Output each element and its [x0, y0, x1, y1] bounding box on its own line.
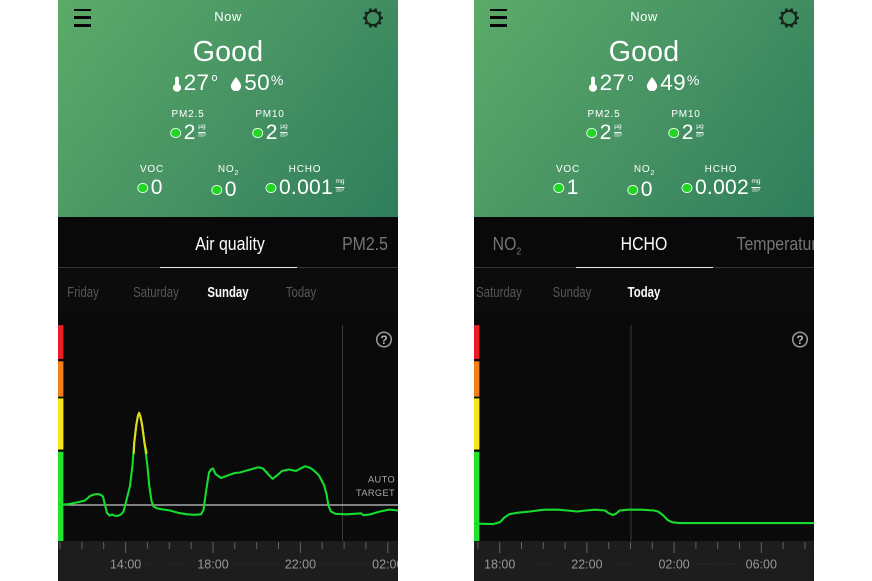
svg-text:22:00: 22:00 — [285, 558, 316, 572]
svg-text:02:00: 02:00 — [658, 558, 689, 572]
svg-text:TARGET: TARGET — [356, 488, 395, 498]
svg-text:22:00: 22:00 — [571, 558, 602, 572]
svg-text:18:00: 18:00 — [484, 558, 515, 572]
svg-text:14:00: 14:00 — [110, 558, 141, 572]
svg-text:AUTO: AUTO — [368, 475, 395, 485]
svg-text:?: ? — [796, 333, 803, 347]
svg-text:?: ? — [380, 333, 387, 347]
svg-text:18:00: 18:00 — [197, 558, 228, 572]
svg-text:06:00: 06:00 — [746, 558, 777, 572]
svg-text:02:00: 02:00 — [372, 558, 398, 572]
